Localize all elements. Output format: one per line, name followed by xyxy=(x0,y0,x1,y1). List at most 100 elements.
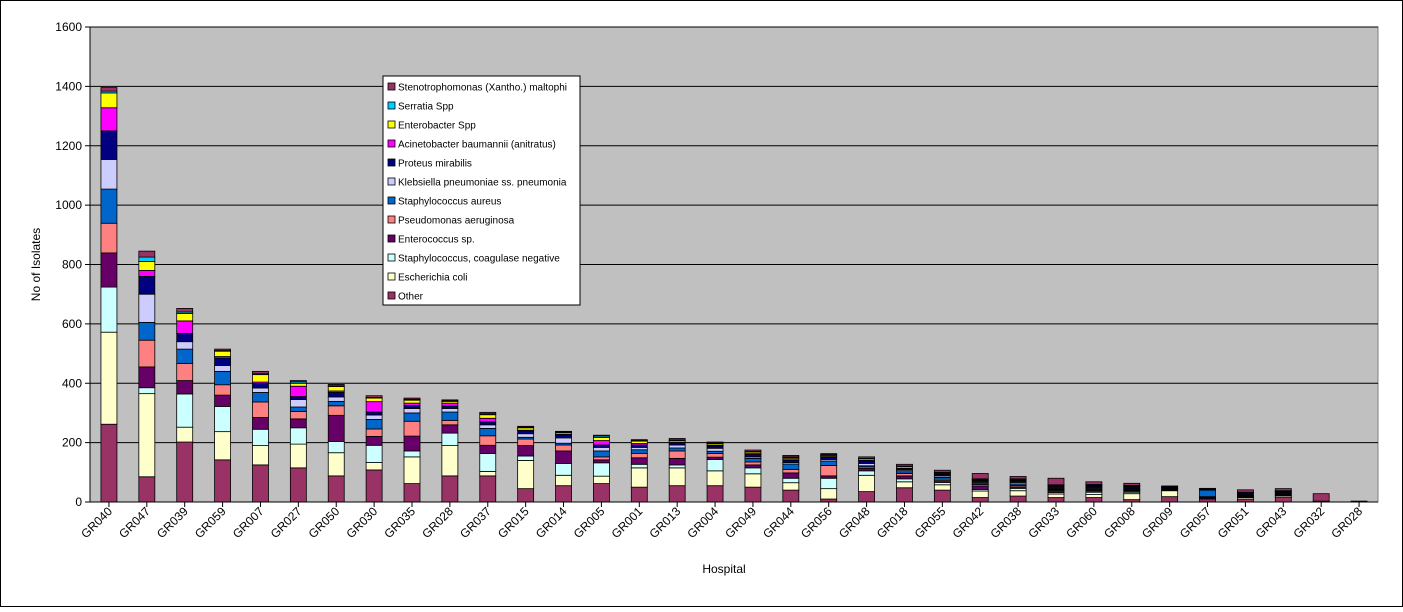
bar-segment xyxy=(139,294,155,322)
bar-segment xyxy=(593,476,609,483)
bar-segment xyxy=(215,351,231,356)
bar-segment xyxy=(1010,491,1026,496)
legend-label: Serratia Spp xyxy=(398,102,454,113)
bar-segment xyxy=(593,457,609,460)
bar-segment xyxy=(101,287,117,332)
legend-swatch xyxy=(388,197,395,204)
bar-segment xyxy=(290,397,306,400)
bar-segment xyxy=(290,419,306,428)
bar-segment xyxy=(859,492,875,502)
legend-label: Staphylococcus, coagulase negative xyxy=(398,254,560,265)
bar-segment xyxy=(518,446,534,456)
bar-segment xyxy=(290,468,306,502)
bar-segment xyxy=(480,412,496,413)
y-tick-label: 0 xyxy=(75,495,82,509)
bar-segment xyxy=(783,490,799,502)
bar-segment xyxy=(1162,486,1178,487)
bar-segment xyxy=(631,458,647,465)
bar-segment xyxy=(518,439,534,446)
bar-segment xyxy=(556,438,572,443)
bar-segment xyxy=(252,446,268,465)
bar-segment xyxy=(366,402,382,412)
bar-segment xyxy=(480,476,496,502)
bar-segment xyxy=(1275,498,1291,502)
legend-swatch xyxy=(388,102,395,109)
bar-segment xyxy=(215,358,231,365)
y-tick-label: 600 xyxy=(62,317,82,331)
bar-segment xyxy=(366,412,382,415)
bar-segment xyxy=(669,451,685,458)
y-tick-label: 800 xyxy=(62,258,82,272)
bar-segment xyxy=(139,270,155,276)
bar-segment xyxy=(290,381,306,382)
y-tick-label: 1400 xyxy=(55,79,82,93)
bar-segment xyxy=(442,476,458,502)
legend-label: Stenotrophomonas (Xantho.) maltophi xyxy=(398,83,567,94)
y-tick-label: 200 xyxy=(62,436,82,450)
legend-swatch xyxy=(388,254,395,261)
bar-segment xyxy=(707,448,723,451)
bar-segment xyxy=(442,420,458,424)
bar-segment xyxy=(518,456,534,460)
bar-segment xyxy=(821,461,837,465)
bar-segment xyxy=(631,440,647,441)
bar-segment xyxy=(177,349,193,363)
bar-segment xyxy=(669,486,685,502)
bar-segment xyxy=(480,428,496,435)
bar-segment xyxy=(442,412,458,420)
bar-segment xyxy=(328,392,344,396)
bar-segment xyxy=(177,308,193,312)
bar-segment xyxy=(177,333,193,341)
bar-segment xyxy=(783,478,799,482)
bar-segment xyxy=(366,398,382,402)
bar-segment xyxy=(480,436,496,446)
bar-segment xyxy=(177,394,193,427)
bar-segment xyxy=(366,396,382,398)
legend-swatch xyxy=(388,178,395,185)
bar-segment xyxy=(669,468,685,486)
bar-segment xyxy=(366,419,382,429)
bar-segment xyxy=(707,454,723,458)
bar-segment xyxy=(518,460,534,488)
bar-segment xyxy=(593,484,609,502)
bar-segment xyxy=(252,402,268,417)
bar-segment xyxy=(328,387,344,391)
bar-segment xyxy=(1200,490,1216,497)
bar-segment xyxy=(631,487,647,502)
bar-segment xyxy=(290,407,306,411)
bar-segment xyxy=(101,159,117,189)
bar-segment xyxy=(1086,482,1102,485)
bar-segment xyxy=(290,428,306,444)
bar-segment xyxy=(745,450,761,451)
bar-segment xyxy=(215,406,231,431)
bar-segment xyxy=(669,458,685,465)
bar-segment xyxy=(328,384,344,385)
legend-label: Proteus mirabilis xyxy=(398,159,472,170)
bar-segment xyxy=(101,332,117,424)
bar-segment xyxy=(177,321,193,333)
legend-label: Enterobacter Spp xyxy=(398,121,476,132)
bar-segment xyxy=(252,392,268,402)
bar-segment xyxy=(631,453,647,457)
bar-segment xyxy=(328,476,344,502)
bar-segment xyxy=(518,431,534,434)
legend: Stenotrophomonas (Xantho.) maltophi Serra… xyxy=(383,76,580,305)
bar-segment xyxy=(896,482,912,488)
bar-segment xyxy=(518,434,534,438)
bar-segment xyxy=(290,444,306,468)
legend-label: Other xyxy=(398,292,424,303)
bar-segment xyxy=(896,479,912,482)
bar-segment xyxy=(669,438,685,439)
plot-area xyxy=(90,27,1378,502)
bar-segment xyxy=(442,400,458,401)
bar-segment xyxy=(783,455,799,456)
bar-segment xyxy=(1048,498,1064,502)
bar-segment xyxy=(252,384,268,388)
legend-swatch xyxy=(388,121,395,128)
legend-swatch xyxy=(388,235,395,242)
bar-segment xyxy=(404,421,420,436)
bar-segment xyxy=(518,489,534,502)
bar-segment xyxy=(821,465,837,475)
bar-segment xyxy=(101,223,117,253)
bar-segment xyxy=(101,131,117,160)
